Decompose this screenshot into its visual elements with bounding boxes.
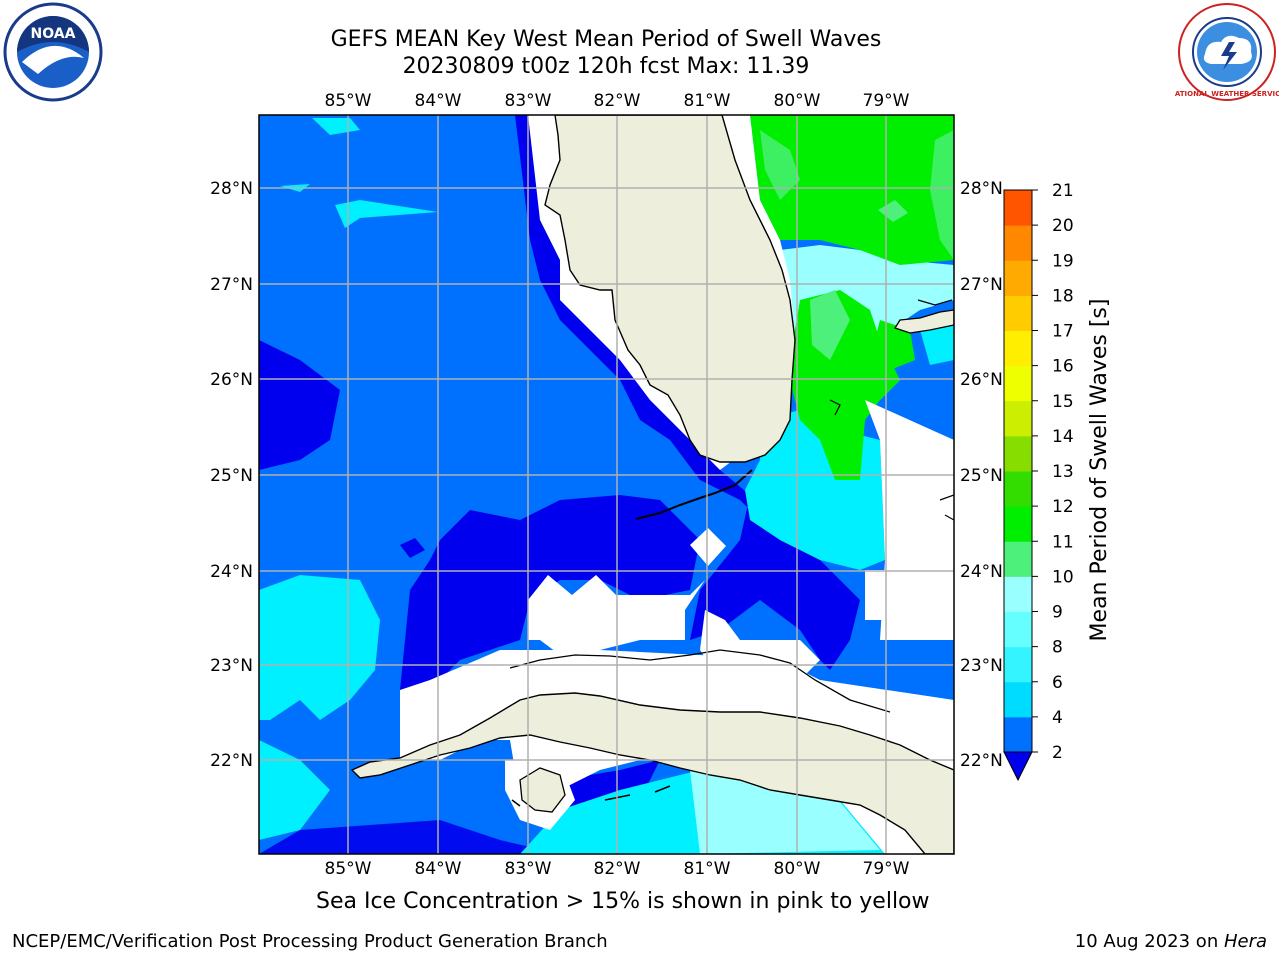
- colorbar-tick-label: 9: [1052, 603, 1063, 623]
- lat-label: 27°N: [960, 275, 1003, 295]
- lon-label: 84°W: [415, 859, 462, 879]
- isla-juventud-land: [519, 767, 566, 813]
- lon-label: 84°W: [415, 91, 462, 111]
- graticule: [259, 115, 954, 854]
- colorbar: 2 4 6 8 9 10 11 12 13 14 15 16 17 18 19 20 21: [1003, 181, 1074, 782]
- colorbar-tick-label: 16: [1052, 357, 1074, 377]
- lon-label: 83°W: [505, 859, 552, 879]
- colorbar-tick-label: 19: [1052, 251, 1074, 271]
- lat-label: 22°N: [210, 751, 253, 771]
- chart-title: GEFS MEAN Key West Mean Period of Swell …: [330, 27, 882, 52]
- lat-label: 27°N: [210, 275, 253, 295]
- lat-label: 24°N: [960, 562, 1003, 582]
- lon-label: 85°W: [325, 91, 372, 111]
- colorbar-segment: [1004, 576, 1032, 612]
- footer-machine: Hera: [1223, 931, 1267, 952]
- colorbar-segment: [1004, 716, 1032, 753]
- lon-label: 85°W: [325, 859, 372, 879]
- noaa-logo-text: NOAA: [31, 26, 76, 42]
- footer-date: 10 Aug 2023 on Hera: [1075, 931, 1267, 952]
- lon-labels-bottom: 85°W 84°W 83°W 82°W 81°W 80°W 79°W: [325, 859, 910, 879]
- lat-label: 25°N: [960, 466, 1003, 486]
- florida-keys: [635, 469, 753, 520]
- colorbar-segment: [1004, 225, 1032, 261]
- lon-label: 81°W: [684, 91, 731, 111]
- colorbar-extend-arrow: [1003, 751, 1033, 782]
- lat-label: 23°N: [210, 656, 253, 676]
- colorbar-tick-label: 18: [1052, 286, 1074, 306]
- colorbar-segment: [1004, 330, 1032, 367]
- bahamas-land: [894, 309, 954, 334]
- colorbar-segment: [1004, 541, 1032, 577]
- colorbar-segment: [1004, 471, 1032, 507]
- colorbar-tick-label: 14: [1052, 427, 1074, 447]
- lat-label: 22°N: [960, 751, 1003, 771]
- lon-label: 79°W: [863, 859, 910, 879]
- lon-label: 80°W: [774, 859, 821, 879]
- colorbar-tick-label: 13: [1052, 462, 1074, 482]
- colorbar-segment: [1004, 435, 1032, 472]
- lat-labels-right: 28°N 27°N 26°N 25°N 24°N 23°N 22°N: [960, 179, 1003, 771]
- colorbar-tick-label: 12: [1052, 497, 1074, 517]
- colorbar-segment: [1004, 190, 1032, 226]
- lat-label: 23°N: [960, 656, 1003, 676]
- colorbar-tick-label: 21: [1052, 181, 1074, 201]
- florida-land: [544, 115, 796, 463]
- nws-logo-text: NATIONAL WEATHER SERVICE: [1175, 90, 1279, 98]
- lon-label: 79°W: [863, 91, 910, 111]
- cuba-land: [350, 692, 954, 854]
- colorbar-label: Mean Period of Swell Waves [s]: [1087, 299, 1112, 642]
- lon-label: 80°W: [774, 91, 821, 111]
- colorbar-segment: [1004, 400, 1032, 437]
- colorbar-segment: [1004, 365, 1032, 402]
- cuba-north-coast: [509, 649, 891, 713]
- nws-logo: NATIONAL WEATHER SERVICE: [1175, 3, 1279, 101]
- colorbar-tick-label: 8: [1052, 638, 1063, 658]
- lon-label: 82°W: [594, 859, 641, 879]
- lat-label: 26°N: [210, 370, 253, 390]
- lon-label: 81°W: [684, 859, 731, 879]
- lon-label: 83°W: [505, 91, 552, 111]
- colorbar-tick-label: 17: [1052, 322, 1074, 342]
- colorbar-tick-label: 20: [1052, 216, 1074, 236]
- map-frame: [258, 114, 955, 855]
- chart-subtitle: 20230809 t00z 120h fcst Max: 11.39: [402, 54, 810, 79]
- colorbar-segment: [1004, 681, 1032, 718]
- lat-label: 28°N: [210, 179, 253, 199]
- lat-label: 24°N: [210, 562, 253, 582]
- colorbar-tick-label: 10: [1052, 567, 1074, 587]
- lat-labels-left: 28°N 27°N 26°N 25°N 24°N 23°N 22°N: [210, 179, 253, 771]
- footer-date-text: 10 Aug 2023 on: [1074, 931, 1224, 952]
- footer-credit: NCEP/EMC/Verification Post Processing Pr…: [12, 931, 608, 952]
- lat-label: 26°N: [960, 370, 1003, 390]
- contour-2s: [259, 115, 860, 854]
- sea-ice-note: Sea Ice Concentration > 15% is shown in …: [316, 889, 930, 914]
- colorbar-segment: [1004, 295, 1032, 331]
- lon-labels-top: 85°W 84°W 83°W 82°W 81°W 80°W 79°W: [325, 91, 910, 111]
- map-panel: [259, 115, 954, 854]
- lat-label: 28°N: [960, 179, 1003, 199]
- noaa-logo: NOAA: [3, 2, 103, 102]
- colorbar-tick-label: 11: [1052, 532, 1074, 552]
- colorbar-tick-label: 6: [1052, 673, 1063, 693]
- lat-label: 25°N: [210, 466, 253, 486]
- colorbar-segment: [1004, 611, 1032, 648]
- colorbar-segment: [1004, 506, 1032, 542]
- contour-9s: [760, 130, 954, 360]
- colorbar-tick-label: 4: [1052, 708, 1063, 728]
- lon-label: 82°W: [594, 91, 641, 111]
- colorbar-segment: [1004, 260, 1032, 296]
- colorbar-tick-label: 2: [1052, 743, 1063, 763]
- colorbar-segment: [1004, 646, 1032, 683]
- colorbar-tick-label: 15: [1052, 392, 1074, 412]
- bahamas-coast: [829, 299, 954, 521]
